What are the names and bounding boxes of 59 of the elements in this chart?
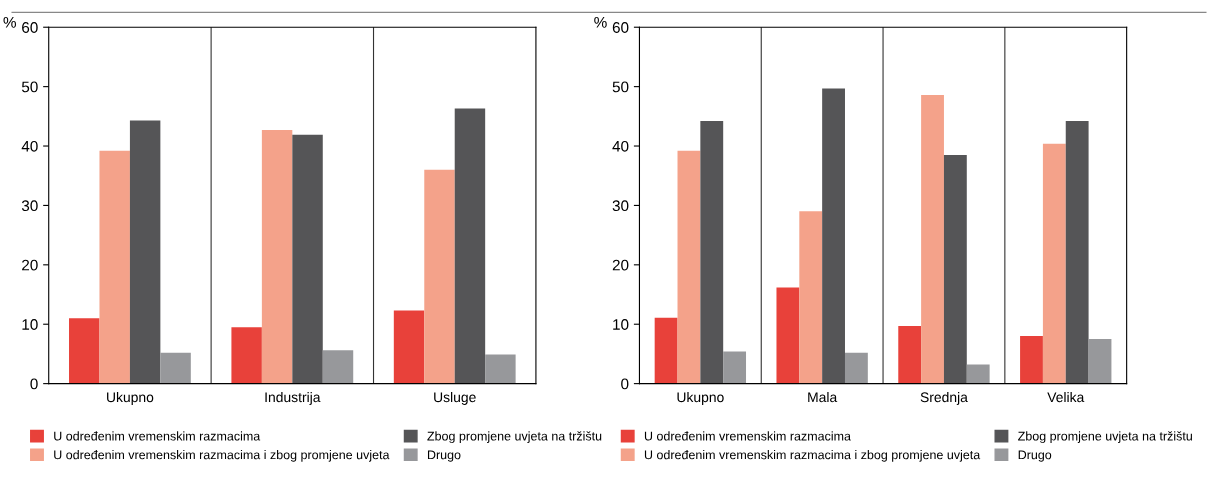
- bar: [943, 154, 967, 384]
- y-tick-label: 60: [612, 22, 629, 33]
- legend-label: Drugo: [427, 450, 461, 462]
- bar: [454, 108, 486, 384]
- bar: [677, 150, 701, 384]
- bar: [292, 134, 323, 384]
- y-axis-title: %: [594, 17, 607, 28]
- bar: [129, 120, 161, 384]
- bar: [1042, 143, 1066, 384]
- legend-label: Zbog promjene uvjeta na tržištu: [427, 431, 602, 443]
- y-tick-label: 50: [21, 81, 38, 93]
- y-tick-label: 20: [22, 259, 38, 271]
- bar: [261, 129, 293, 384]
- y-tick-label: 60: [22, 22, 38, 33]
- y-tick-label: 0: [30, 378, 38, 390]
- y-tick-label: 0: [621, 378, 629, 390]
- y-tick-label: 20: [612, 259, 629, 271]
- bar: [231, 327, 262, 384]
- bar: [966, 364, 990, 384]
- x-tick-label: Velika: [1047, 391, 1085, 403]
- bar: [160, 352, 191, 384]
- bar: [898, 326, 922, 384]
- y-tick-label: 30: [612, 200, 629, 212]
- legend-label: U određenim vremenskim razmacima i zbog promjene uvjeta: [644, 450, 981, 462]
- bar: [844, 352, 868, 384]
- bar: [69, 318, 100, 384]
- bar: [921, 94, 944, 384]
- bar: [99, 150, 130, 384]
- bar: [1065, 121, 1089, 384]
- x-tick-label: Mala: [808, 391, 838, 403]
- bar: [700, 121, 724, 384]
- bar: [393, 310, 425, 384]
- bar: [723, 351, 747, 384]
- bar: [822, 88, 845, 384]
- bar: [424, 169, 455, 384]
- y-axis-title: %: [3, 17, 16, 28]
- legend-label: U određenim vremenskim razmacima: [54, 431, 261, 441]
- bar: [1020, 336, 1043, 384]
- legend-label: Drugo: [1018, 450, 1052, 462]
- bar: [799, 211, 823, 384]
- legend-label: Zbog promjene uvjeta na tržištu: [1018, 431, 1192, 443]
- x-tick-label: Ukupno: [677, 391, 724, 405]
- bar: [776, 287, 800, 384]
- x-tick-label: Srednja: [920, 391, 968, 405]
- bar: [485, 354, 516, 384]
- x-tick-label: Usluge: [434, 391, 476, 405]
- bar: [1088, 339, 1112, 384]
- y-tick-label: 50: [612, 81, 629, 93]
- y-tick-label: 30: [21, 200, 38, 212]
- y-tick-label: 10: [22, 319, 38, 330]
- bar: [654, 317, 678, 384]
- x-tick-label: Ukupno: [107, 391, 154, 405]
- x-tick-label: Industrija: [265, 391, 321, 405]
- y-tick-label: 10: [613, 319, 629, 330]
- y-tick-label: 40: [612, 140, 629, 152]
- bar: [322, 350, 354, 384]
- legend-label: U određenim vremenskim razmacima i zbog promjene uvjeta: [54, 450, 390, 462]
- legend-label: U određenim vremenskim razmacima: [644, 431, 851, 441]
- y-tick-label: 40: [21, 140, 38, 152]
